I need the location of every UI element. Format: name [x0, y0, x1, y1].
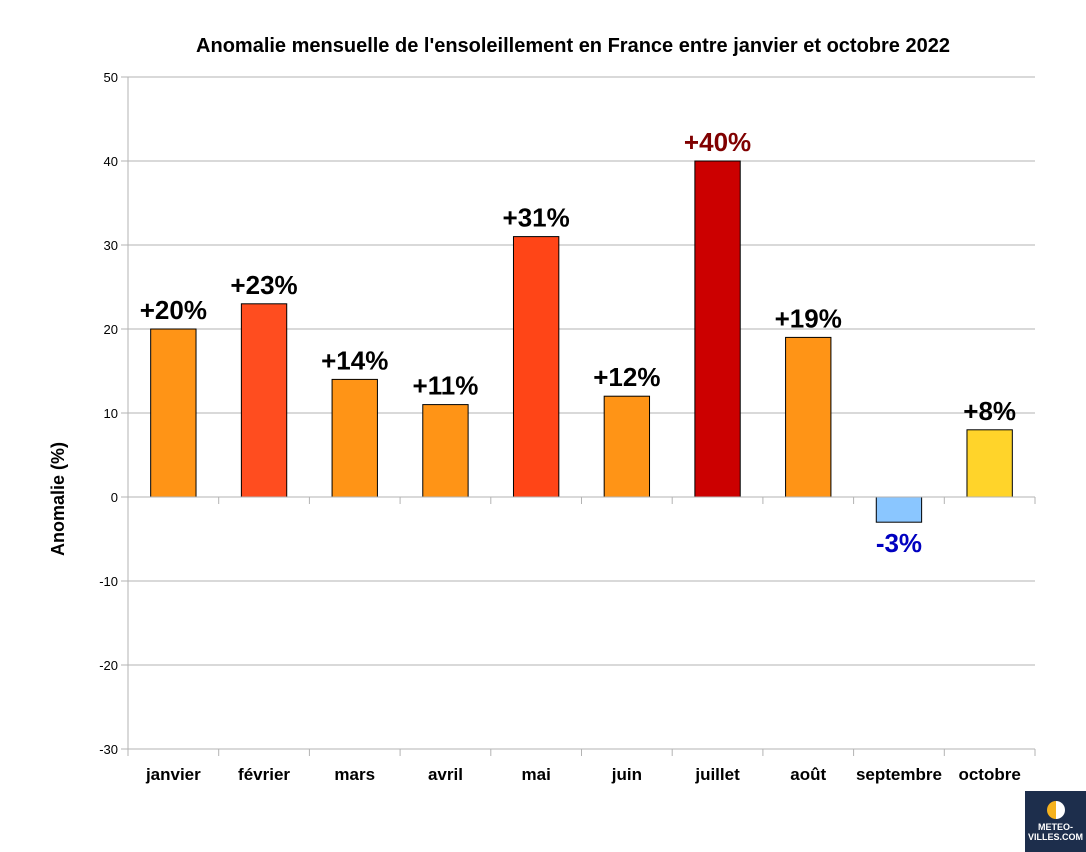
sun-half-icon [1046, 801, 1065, 819]
x-tick-label: septembre [856, 765, 942, 784]
data-label: +8% [963, 396, 1016, 426]
chart-title: Anomalie mensuelle de l'ensoleillement e… [196, 35, 950, 57]
bar-octobre [966, 429, 1013, 498]
y-tick-label: 50 [104, 70, 118, 85]
bar-janvier [150, 328, 197, 498]
data-label: -3% [876, 528, 922, 558]
y-tick-label: 10 [104, 406, 118, 421]
y-tick-label: 40 [104, 154, 118, 169]
x-tick-label: août [790, 765, 826, 784]
y-tick-label: -30 [99, 742, 118, 757]
y-tick-label: 20 [104, 322, 118, 337]
x-tick-label: avril [428, 765, 463, 784]
data-label: +40% [684, 127, 751, 157]
x-tick-label: février [238, 765, 290, 784]
y-tick-label: -10 [99, 574, 118, 589]
y-tick-label: 0 [111, 490, 118, 505]
data-label: +19% [775, 303, 842, 333]
data-label: +14% [321, 345, 388, 375]
bars [150, 160, 1013, 523]
x-tick-label: juillet [694, 765, 740, 784]
x-tick-label: octobre [958, 765, 1020, 784]
data-label: +31% [503, 203, 570, 233]
bar-septembre [875, 496, 923, 523]
bar-mars [331, 378, 378, 498]
bar-août [785, 336, 832, 498]
axes [127, 77, 1035, 749]
y-tick-label: 30 [104, 238, 118, 253]
data-label: +23% [230, 270, 297, 300]
meteo-villes-logo: METEO- VILLES.COM [1025, 791, 1086, 852]
x-tick-label: mai [522, 765, 551, 784]
x-tick-label: janvier [145, 765, 201, 784]
y-axis-label: Anomalie (%) [48, 442, 68, 556]
x-tick-labels: janvier février mars avril mai juin juillet aoû… [145, 765, 1021, 784]
x-tick-label: mars [334, 765, 375, 784]
y-tick-labels: -30 -20 -10 0 10 20 30 40 50 [99, 70, 118, 757]
x-tick-label: juin [611, 765, 642, 784]
data-labels: +20% +23% +14% +11% +31% +12% +40% +19% -3% +8% [140, 127, 1016, 558]
data-label: +20% [140, 295, 207, 325]
y-tick-label: -20 [99, 658, 118, 673]
bar-mai [512, 236, 560, 498]
bar-juillet [694, 160, 741, 498]
logo-text: METEO- VILLES.COM [1027, 822, 1083, 842]
bar-avril [422, 404, 469, 498]
data-label: +11% [413, 371, 479, 401]
bar-juin [603, 395, 651, 498]
bar-février [240, 303, 288, 498]
data-label: +12% [593, 362, 660, 392]
